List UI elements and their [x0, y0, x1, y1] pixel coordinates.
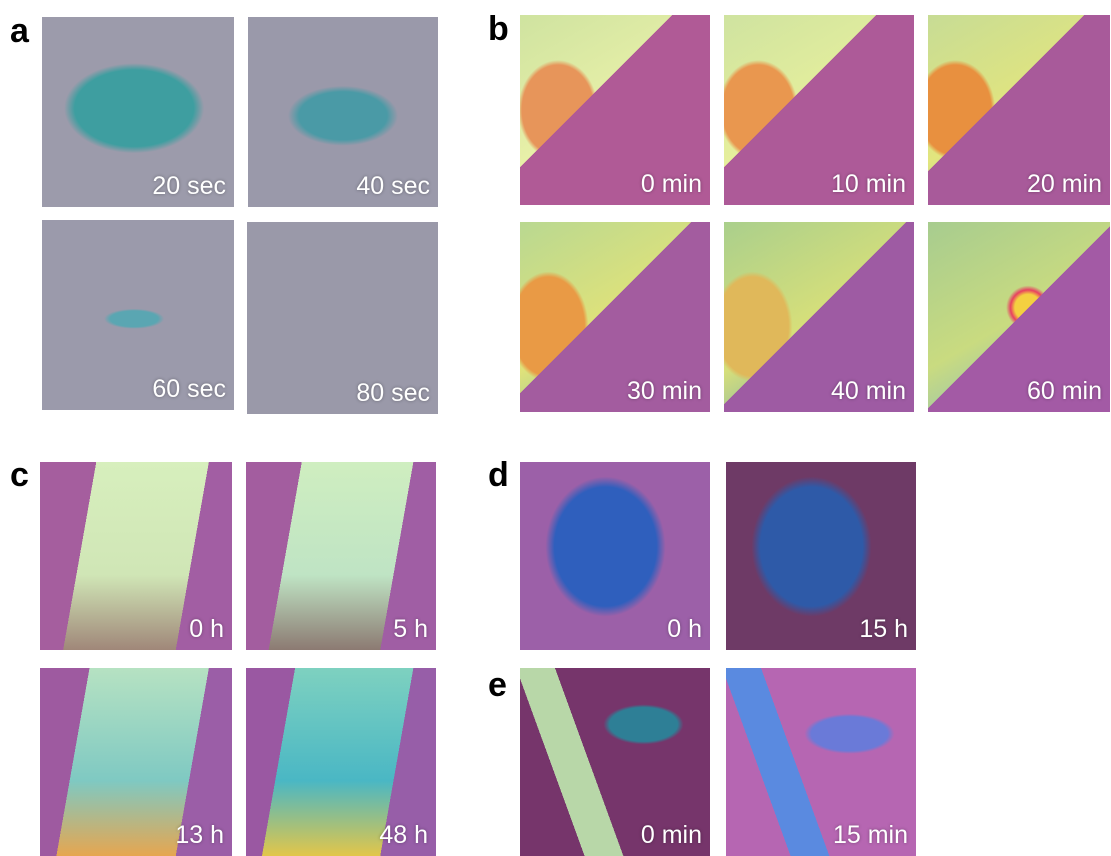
image-caption: 0 min: [641, 821, 702, 850]
image-caption: 40 sec: [356, 172, 430, 201]
micrograph: 40 sec: [248, 17, 438, 207]
image-caption: 40 min: [831, 377, 906, 406]
image-caption: 0 h: [189, 615, 224, 644]
micrograph: 20 min: [928, 15, 1110, 205]
image-caption: 30 min: [627, 377, 702, 406]
micrograph: 10 min: [724, 15, 914, 205]
panel-label: a: [10, 14, 29, 48]
image-caption: 20 sec: [152, 172, 226, 201]
figure: a 20 sec 40 sec 60 sec 80 sec b 0 min 10 min 20 …: [0, 0, 1111, 856]
image-caption: 20 min: [1027, 170, 1102, 199]
micrograph: 60 sec: [42, 220, 234, 410]
micrograph: 15 h: [726, 462, 916, 650]
image-caption: 48 h: [379, 821, 428, 850]
micrograph: 0 min: [520, 15, 710, 205]
panel-label: d: [488, 458, 509, 492]
micrograph: 5 h: [246, 462, 436, 650]
image-caption: 0 min: [641, 170, 702, 199]
image-caption: 0 h: [667, 615, 702, 644]
micrograph: 15 min: [726, 668, 916, 856]
micrograph: 0 min: [520, 668, 710, 856]
image-caption: 60 sec: [152, 375, 226, 404]
image-caption: 80 sec: [356, 379, 430, 408]
micrograph: 80 sec: [247, 222, 438, 414]
micrograph: 40 min: [724, 222, 914, 412]
micrograph: 13 h: [40, 668, 232, 856]
micrograph: 48 h: [246, 668, 436, 856]
micrograph: 0 h: [40, 462, 232, 650]
image-caption: 13 h: [175, 821, 224, 850]
panel-label: c: [10, 458, 29, 492]
image-caption: 10 min: [831, 170, 906, 199]
micrograph: 0 h: [520, 462, 710, 650]
image-caption: 5 h: [393, 615, 428, 644]
panel-label: b: [488, 12, 509, 46]
image-caption: 15 min: [833, 821, 908, 850]
micrograph: 60 min: [928, 222, 1110, 412]
micrograph: 30 min: [520, 222, 710, 412]
micrograph: 20 sec: [42, 17, 234, 207]
panel-label: e: [488, 668, 507, 702]
image-caption: 15 h: [859, 615, 908, 644]
image-caption: 60 min: [1027, 377, 1102, 406]
